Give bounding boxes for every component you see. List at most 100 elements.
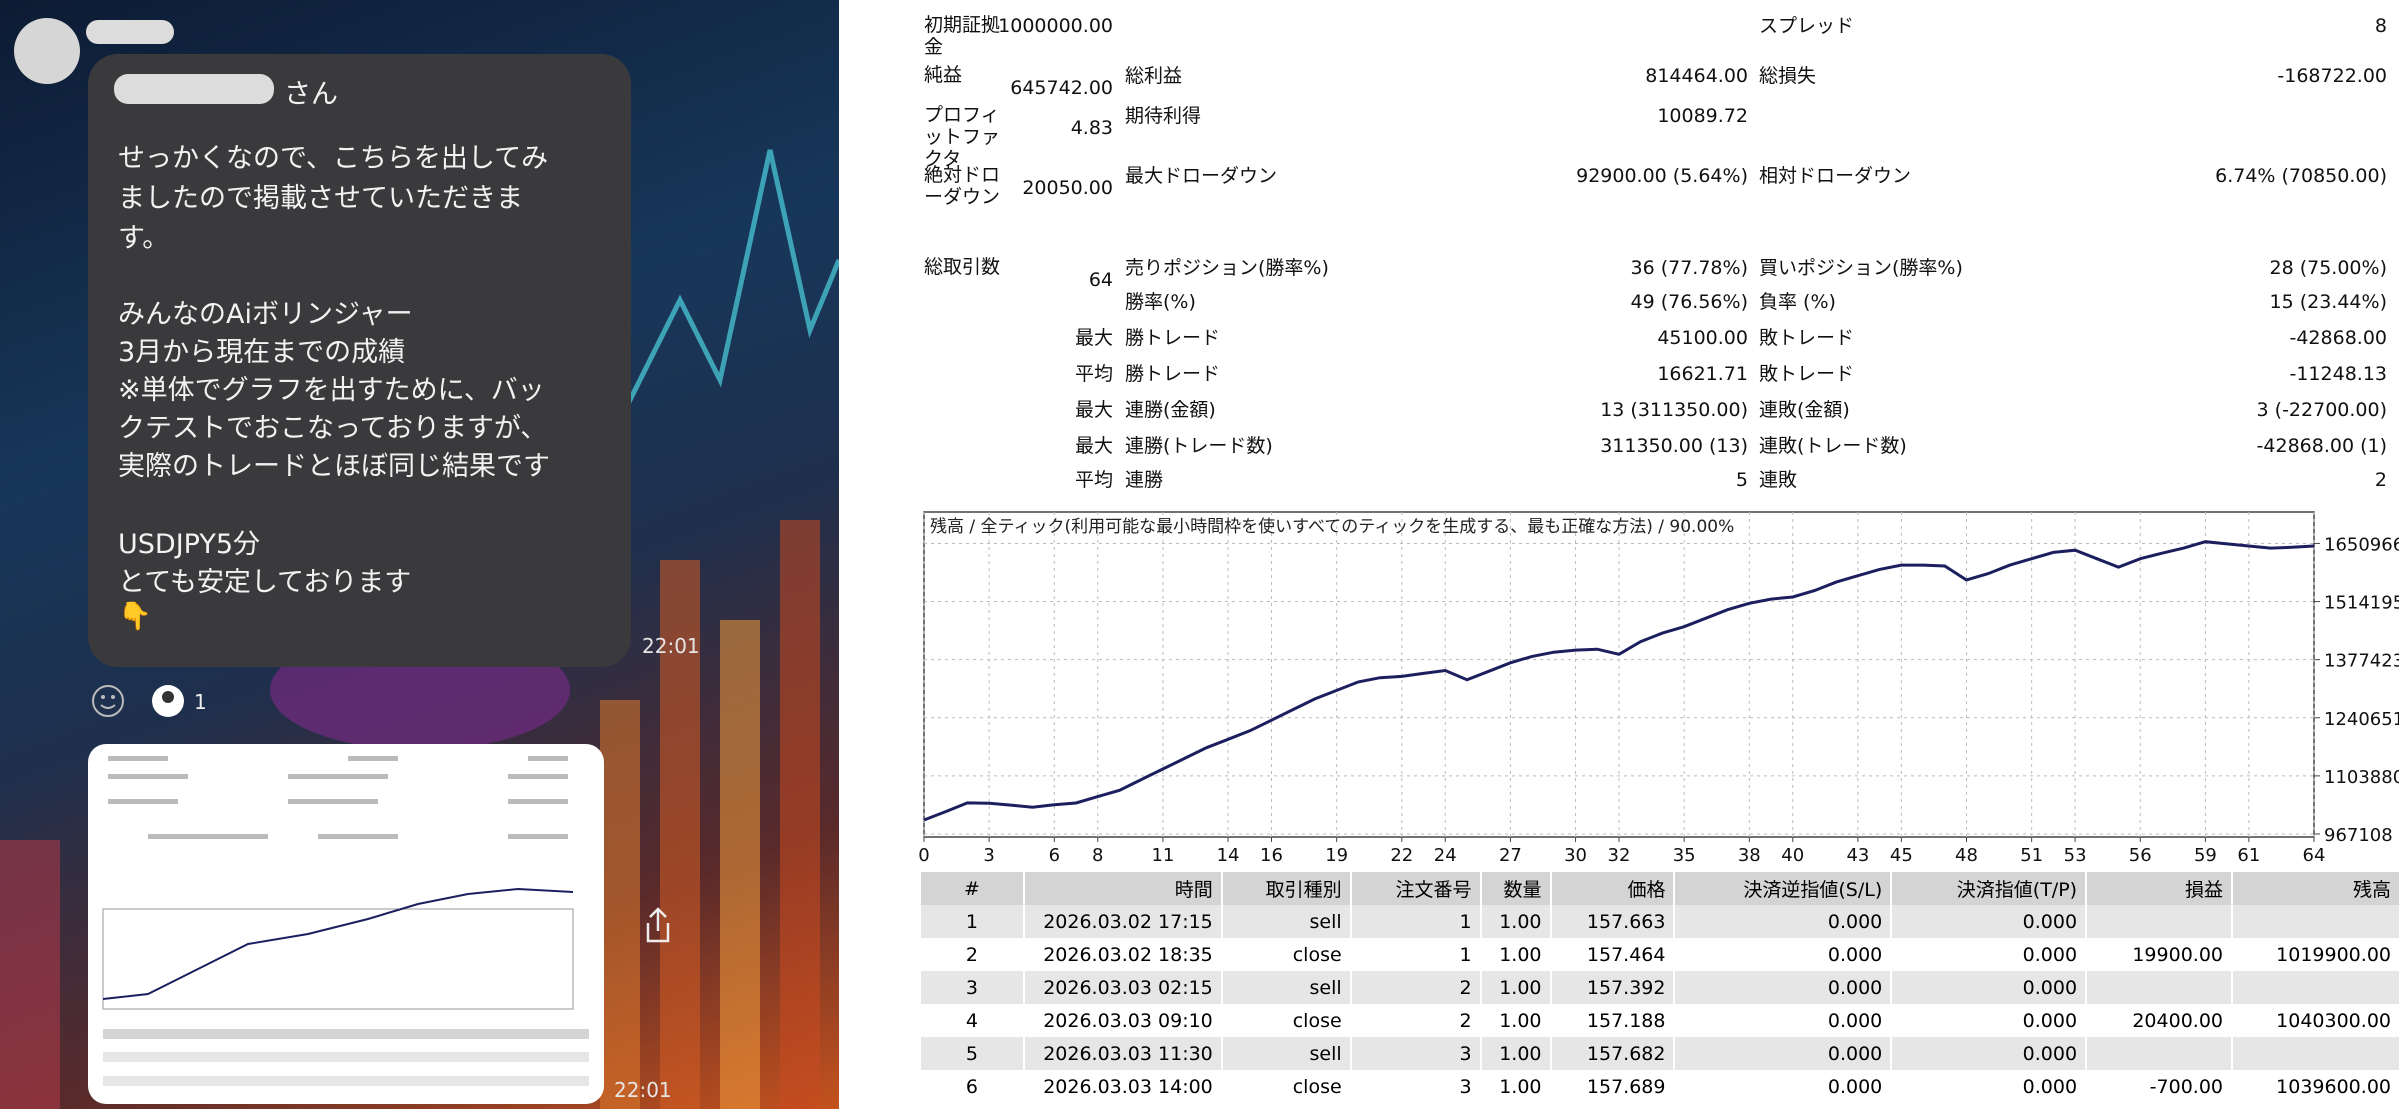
table-cell: -700.00 [2085, 1070, 2233, 1103]
summary-label: 総取引数 [924, 256, 1001, 278]
table-row: 2 2026.03.02 18:35 close 1 1.00 157.464 0.000 0… [919, 938, 2399, 971]
table-cell: 1.00 [1479, 1037, 1551, 1070]
summary-label: 連敗 [1759, 469, 1798, 491]
reaction-count: 1 [194, 690, 207, 714]
summary-value: 15 (23.44%) [2269, 291, 2388, 313]
table-cell: sell [1220, 1037, 1351, 1070]
summary-value: 最大 [1074, 435, 1113, 457]
table-cell: 157.464 [1549, 938, 1675, 971]
summary-label: 初期証拠金 [924, 14, 1001, 58]
table-cell: 0.000 [1673, 1037, 1892, 1070]
y-tick-label: 1240651 [2324, 709, 2399, 730]
table-row: 5 2026.03.03 11:30 sell 3 1.00 157.682 0.000 0.… [919, 1037, 2399, 1070]
table-cell: 3 [1349, 1070, 1481, 1103]
summary-label: 買いポジション(勝率%) [1759, 257, 1963, 279]
message-line: ※単体でグラフを出すために、バッ [118, 375, 545, 406]
table-cell: 0.000 [1890, 905, 2087, 938]
summary-value: 最大 [1074, 399, 1113, 421]
table-cell: 0.000 [1890, 938, 2087, 971]
x-tick-label: 24 [1434, 845, 1457, 866]
summary-label: 絶対ドローダウン [924, 164, 1001, 208]
summary-label: 連勝(トレード数) [1125, 435, 1273, 457]
table-cell: 1 [1349, 938, 1481, 971]
summary-value: 645742.00 [1010, 77, 1113, 99]
reaction-button[interactable] [92, 685, 124, 717]
table-cell: 3 [1349, 1037, 1481, 1070]
table-cell: 2026.03.02 17:15 [1022, 905, 1222, 938]
table-cell [2085, 905, 2233, 938]
table-cell [2231, 905, 2399, 938]
table-cell: 2026.03.03 02:15 [1022, 971, 1222, 1004]
message-line: 👇 [118, 601, 152, 632]
summary-value: 92900.00 (5.64%) [1576, 165, 1748, 187]
summary-value: 1000000.00 [998, 15, 1113, 37]
x-tick-label: 14 [1217, 845, 1240, 866]
image-thumbnail[interactable] [88, 744, 604, 1104]
table-cell: 0.000 [1673, 971, 1892, 1004]
thumbnail-preview [102, 756, 589, 1086]
summary-label: 総利益 [1125, 65, 1183, 87]
summary-label: 純益 [924, 64, 963, 86]
background-bar [780, 520, 820, 1109]
summary-value: 814464.00 [1645, 65, 1748, 87]
summary-value: 3 (-22700.00) [2256, 399, 2387, 421]
table-header: 決済逆指値(S/L) [1673, 872, 1892, 905]
summary-value: 45100.00 [1657, 327, 1748, 349]
summary-label: 敗トレード [1759, 327, 1855, 349]
summary-value: 64 [1088, 269, 1113, 291]
summary-value: 36 (77.78%) [1630, 257, 1749, 279]
table-row: 3 2026.03.03 02:15 sell 2 1.00 157.392 0.000 0.… [919, 971, 2399, 1004]
message-line: 実際のトレードとほぼ同じ結果です [118, 451, 550, 482]
x-tick-label: 64 [2303, 845, 2326, 866]
background-bar [660, 560, 700, 1109]
table-cell: 1040300.00 [2231, 1004, 2399, 1037]
table-cell: 157.689 [1549, 1070, 1675, 1103]
table-cell: 0.000 [1673, 1070, 1892, 1103]
summary-value: 13 (311350.00) [1600, 399, 1748, 421]
blurred-recipient [114, 74, 274, 104]
table-cell [2085, 1037, 2233, 1070]
table-cell: 1.00 [1479, 1070, 1551, 1103]
summary-value: 20050.00 [1022, 177, 1113, 199]
table-cell: 1.00 [1479, 971, 1551, 1004]
x-tick-label: 40 [1781, 845, 1804, 866]
x-tick-label: 0 [918, 845, 929, 866]
message-line: せっかくなので、こちらを出してみ [118, 143, 549, 174]
x-tick-label: 30 [1564, 845, 1587, 866]
blurred-name [86, 20, 174, 44]
balance-line [923, 540, 2315, 822]
x-tick-label: 27 [1499, 845, 1522, 866]
x-tick-label: 53 [2064, 845, 2087, 866]
y-tick-label: 1103880 [2324, 767, 2399, 788]
x-tick-label: 19 [1325, 845, 1348, 866]
table-cell [2085, 971, 2233, 1004]
avatar[interactable] [14, 18, 80, 84]
summary-value: 28 (75.00%) [2269, 257, 2388, 279]
table-header: 決済指値(T/P) [1890, 872, 2087, 905]
table-cell: 157.682 [1549, 1037, 1675, 1070]
table-cell: 2 [1349, 1004, 1481, 1037]
table-cell: 157.663 [1549, 905, 1675, 938]
x-tick-label: 8 [1092, 845, 1103, 866]
table-cell: 19900.00 [2085, 938, 2233, 971]
table-cell: sell [1220, 971, 1351, 1004]
table-cell: 20400.00 [2085, 1004, 2233, 1037]
x-tick-label: 61 [2237, 845, 2260, 866]
summary-value: 平均 [1074, 363, 1113, 385]
x-tick-label: 22 [1390, 845, 1413, 866]
background-bar [0, 840, 60, 1109]
table-cell: 2026.03.03 14:00 [1022, 1070, 1222, 1103]
summary-label: 総損失 [1759, 65, 1817, 87]
x-tick-label: 59 [2194, 845, 2217, 866]
table-cell: 0.000 [1890, 1070, 2087, 1103]
share-button[interactable] [640, 905, 676, 945]
table-header: 時間 [1022, 872, 1222, 905]
summary-label: 勝率(%) [1125, 291, 1196, 313]
x-tick-label: 6 [1049, 845, 1060, 866]
background-bar [600, 700, 640, 1109]
summary-label: プロフィットファクタ [924, 104, 1001, 170]
summary-value: 49 (76.56%) [1630, 291, 1749, 313]
summary-label: 勝トレード [1125, 327, 1221, 349]
table-cell: 1019900.00 [2231, 938, 2399, 971]
table-cell: 4 [919, 1004, 1024, 1037]
